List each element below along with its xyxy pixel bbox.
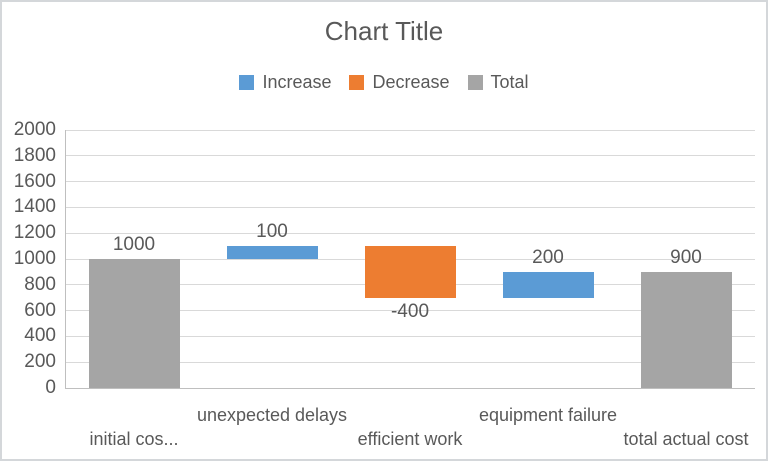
y-axis-tick-label: 200 — [24, 351, 56, 373]
gridline — [65, 181, 755, 183]
category-label: total actual cost — [623, 429, 749, 449]
gridline — [65, 155, 755, 157]
y-axis-tick-label: 1000 — [13, 248, 56, 269]
bar-total[interactable] — [88, 259, 180, 388]
legend-swatch-total — [467, 75, 483, 90]
legend-item-decrease[interactable]: Decrease — [349, 72, 450, 93]
gridline — [65, 310, 755, 312]
y-axis-line — [65, 130, 66, 389]
legend-item-increase[interactable]: Increase — [239, 72, 331, 93]
data-label: -400 — [390, 301, 430, 322]
y-axis-tick-label: 800 — [24, 273, 56, 295]
gridline — [65, 206, 755, 208]
legend-label: Decrease — [372, 72, 450, 92]
legend-item-total[interactable]: Total — [467, 72, 529, 93]
y-axis-tick-label: 1400 — [13, 196, 56, 218]
data-label: 900 — [670, 247, 702, 268]
gridline — [65, 232, 755, 234]
gridline — [65, 129, 755, 131]
y-axis-tick-label: 600 — [24, 299, 56, 321]
gridline — [65, 361, 755, 363]
y-axis-tick-label: 1200 — [13, 222, 56, 244]
y-axis-tick-label: 0 — [45, 377, 56, 398]
category-label: efficient work — [357, 429, 463, 449]
bar-decrease[interactable] — [364, 246, 456, 298]
y-axis-tick-label: 1800 — [13, 144, 56, 166]
y-axis-tick-label: 400 — [24, 325, 56, 347]
category-label: equipment failure — [478, 405, 618, 425]
bar-increase[interactable] — [502, 272, 594, 298]
bar-increase[interactable] — [226, 246, 318, 259]
y-axis-tick-label: 1600 — [13, 170, 56, 192]
data-label: 200 — [532, 247, 564, 268]
legend-label: Increase — [262, 72, 332, 92]
y-axis-tick-label: 2000 — [13, 119, 56, 140]
legend: Increase Decrease Total — [2, 72, 766, 93]
category-label: initial cos... — [89, 429, 179, 449]
gridline — [65, 335, 755, 337]
data-label: 100 — [256, 221, 288, 242]
data-label: 1000 — [112, 234, 156, 255]
legend-swatch-decrease — [349, 75, 365, 90]
x-axis-line — [65, 388, 755, 389]
chart-title[interactable]: Chart Title — [324, 16, 444, 46]
bar-total[interactable] — [640, 272, 732, 388]
legend-label: Total — [490, 72, 529, 92]
legend-swatch-increase — [239, 75, 255, 90]
category-label: unexpected delays — [196, 405, 348, 425]
